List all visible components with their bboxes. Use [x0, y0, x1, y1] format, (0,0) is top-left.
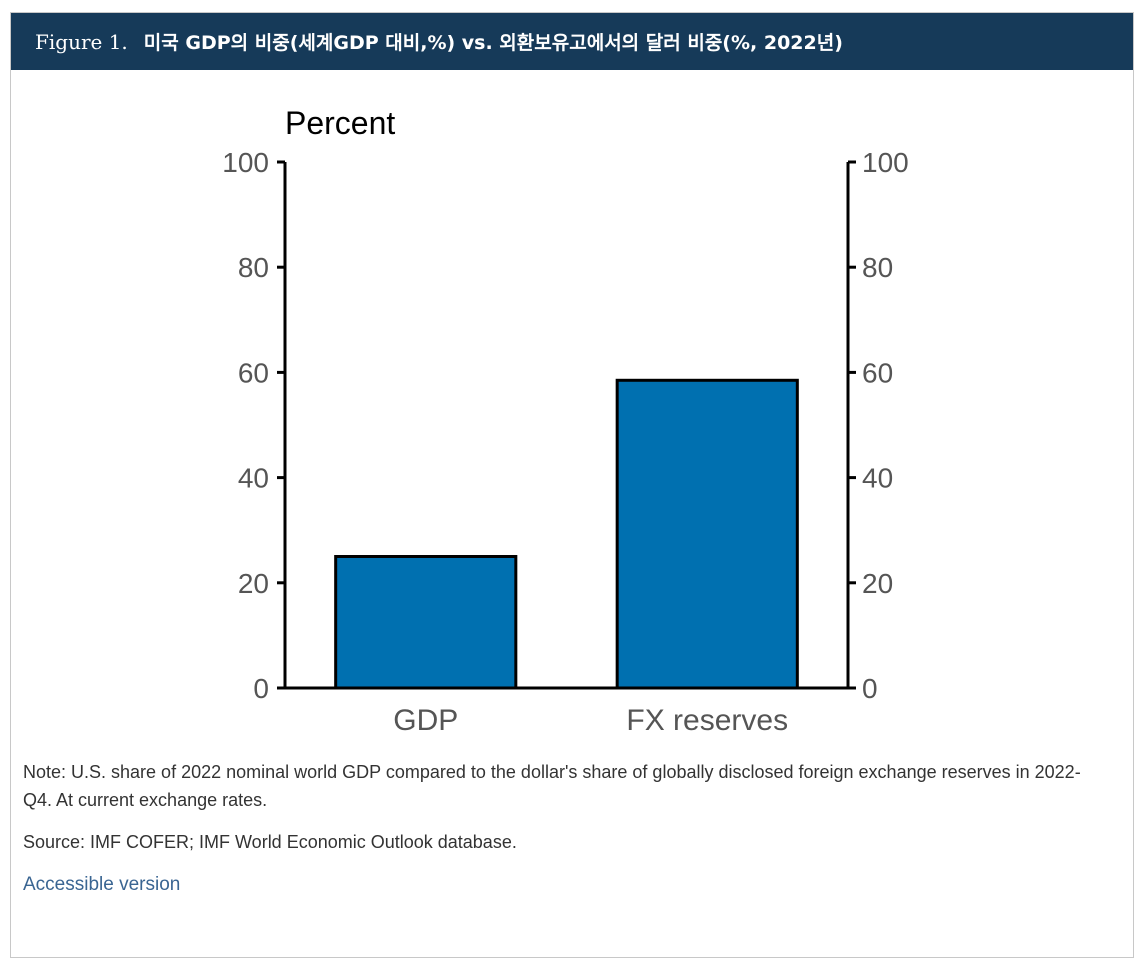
y-tick-label-right: 80 [862, 252, 893, 283]
y-tick-label-right: 60 [862, 357, 893, 388]
note-text: Note: U.S. share of 2022 nominal world G… [23, 762, 1081, 810]
y-axis-label: Percent [285, 105, 395, 141]
y-tick-label-right: 0 [862, 673, 878, 704]
y-tick-label: 40 [238, 463, 269, 494]
bar-gdp [334, 555, 518, 690]
x-tick-label: FX reserves [626, 704, 788, 737]
accessible-version-link[interactable]: Accessible version [23, 874, 181, 895]
bar-chart: Percent 0 0 20 20 40 40 60 60 80 80 100 100 GDP FX r… [200, 90, 940, 755]
y-tick-label-right: 40 [862, 463, 893, 494]
x-tick-label: GDP [393, 704, 458, 737]
source-text: Source: IMF COFER; IMF World Economic Ou… [23, 832, 517, 852]
figure-label: Figure 1. [35, 29, 128, 54]
y-tick-label: 0 [253, 673, 269, 704]
y-tick-label-right: 20 [862, 568, 893, 599]
bar-fx-reserves [615, 378, 799, 690]
figure-header: Figure 1. 미국 GDP의 비중(세계GDP 대비,%) vs. 외환보… [11, 13, 1133, 70]
y-tick-label: 80 [238, 252, 269, 283]
chart-canvas: Percent 0 0 20 20 40 40 60 60 80 80 100 100 GDP FX r… [222, 105, 909, 737]
figure-title: 미국 GDP의 비중(세계GDP 대비,%) vs. 외환보유고에서의 달러 비… [143, 32, 843, 54]
y-tick-label: 60 [238, 357, 269, 388]
y-tick-label-right: 100 [862, 147, 909, 178]
figure-panel: Figure 1. 미국 GDP의 비중(세계GDP 대비,%) vs. 외환보… [10, 12, 1134, 958]
y-tick-label: 100 [222, 147, 269, 178]
y-tick-label: 20 [238, 568, 269, 599]
figure-notes: Note: U.S. share of 2022 nominal world G… [23, 758, 1108, 913]
